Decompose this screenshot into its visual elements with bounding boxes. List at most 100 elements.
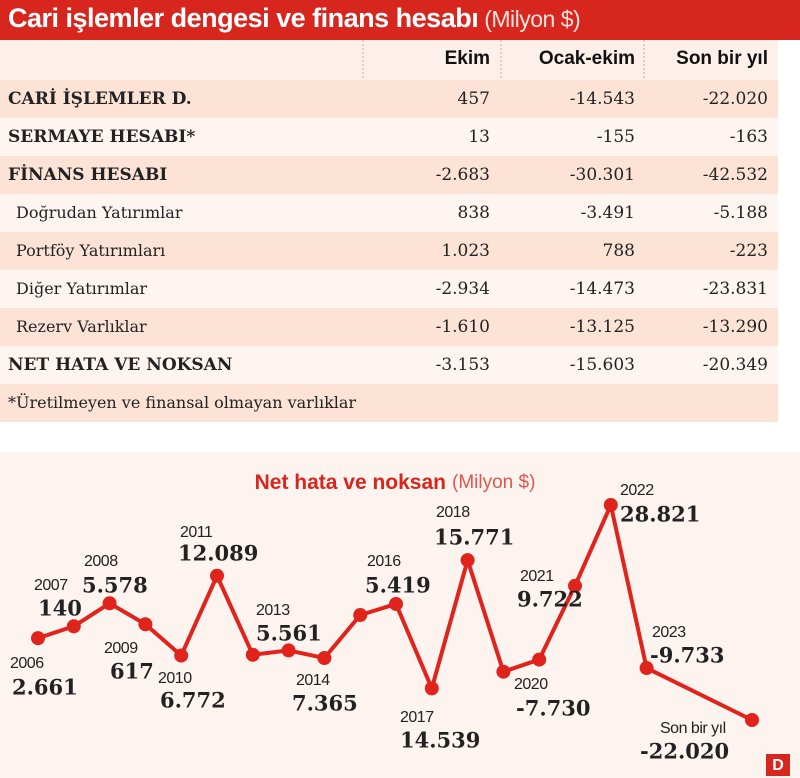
cell-value: -23.831 xyxy=(702,279,768,299)
year-label: 2013 xyxy=(256,602,290,619)
cell-value: 457 xyxy=(457,89,490,109)
cell-value: -155 xyxy=(596,127,635,147)
cell-value: -42.532 xyxy=(702,165,768,185)
row-label: Diğer Yatırımlar xyxy=(16,279,148,298)
table-row: CARİ İŞLEMLER D. 457 -14.543 -22.020 xyxy=(0,80,778,118)
year-label: Son bir yıl xyxy=(660,720,726,737)
footnote: *Üretilmeyen ve finansal olmayan varlıkl… xyxy=(8,393,357,412)
year-label: 2011 xyxy=(180,524,213,541)
value-label: 5.578 xyxy=(82,573,148,598)
column-header: Ocak-ekim xyxy=(538,48,635,69)
table-row: Portföy Yatırımları 1.023 788 -223 xyxy=(0,232,778,270)
data-point xyxy=(210,568,224,583)
value-label: 6.772 xyxy=(160,688,226,713)
data-point xyxy=(66,619,81,634)
cell-value: 838 xyxy=(457,203,490,223)
cell-value: -20.349 xyxy=(702,355,768,375)
chart: Net hata ve noksan (Milyon $) D 2006 2.661… xyxy=(0,452,800,778)
cell-value: -2.683 xyxy=(435,165,490,185)
chart-title: Net hata ve noksan (Milyon $) xyxy=(255,471,536,494)
data-point xyxy=(603,498,618,512)
table-row: FİNANS HESABI -2.683 -30.301 -42.532 xyxy=(0,156,778,194)
column-header: Ekim xyxy=(444,48,490,69)
data-point xyxy=(424,681,439,696)
data-point xyxy=(532,652,547,667)
table-row: Rezerv Varlıklar -1.610 -13.125 -13.290 xyxy=(0,308,778,346)
data-point xyxy=(281,643,296,658)
data-point xyxy=(245,647,260,662)
year-label: 2023 xyxy=(652,624,686,641)
year-label: 2016 xyxy=(367,553,401,570)
cell-value: 1.023 xyxy=(441,241,490,261)
table: Ekim Ocak-ekim Son bir yıl CARİ İŞLEMLER D.… xyxy=(0,40,778,422)
row-label: FİNANS HESABI xyxy=(8,165,168,185)
cell-value: -15.603 xyxy=(569,355,635,375)
value-label: 12.089 xyxy=(178,541,258,566)
data-point xyxy=(174,648,189,663)
data-point xyxy=(496,664,511,679)
value-label: -9.733 xyxy=(650,643,724,668)
data-point xyxy=(31,631,45,646)
footnote-row: *Üretilmeyen ve finansal olmayan varlıkl… xyxy=(0,384,778,422)
title-unit: (Milyon $) xyxy=(484,6,581,32)
cell-value: -13.125 xyxy=(569,317,635,337)
value-label: 14.539 xyxy=(400,728,480,753)
year-label: 2018 xyxy=(436,504,470,521)
logo-box xyxy=(766,754,790,776)
year-label: 2017 xyxy=(400,709,434,726)
data-point xyxy=(568,578,582,593)
data-point xyxy=(138,617,153,632)
value-label: 15.771 xyxy=(434,525,514,550)
cell-value: -3.153 xyxy=(435,355,490,375)
row-label: CARİ İŞLEMLER D. xyxy=(8,89,192,109)
value-label: 9.722 xyxy=(517,587,583,612)
year-label: 2022 xyxy=(620,482,654,499)
cell-value: -1.610 xyxy=(435,317,490,337)
cell-value: -14.543 xyxy=(569,89,635,109)
value-label: 5.561 xyxy=(256,621,322,646)
data-point xyxy=(353,608,368,623)
header-row: Ekim Ocak-ekim Son bir yıl xyxy=(0,40,778,78)
value-label: 2.661 xyxy=(12,675,78,700)
row-label: SERMAYE HESABI* xyxy=(8,127,196,147)
value-label: 5.419 xyxy=(365,573,431,598)
chart-title-text: Net hata ve noksan xyxy=(255,471,446,494)
chart-unit: (Milyon $) xyxy=(452,472,535,493)
cell-value: -30.301 xyxy=(569,165,635,185)
value-label: 140 xyxy=(38,596,82,621)
value-label: -22.020 xyxy=(640,739,729,764)
cell-value: 788 xyxy=(602,241,635,261)
table-row: Diğer Yatırımlar -2.934 -14.473 -23.831 xyxy=(0,270,778,308)
cell-value: -163 xyxy=(729,127,768,147)
data-point xyxy=(389,596,403,611)
value-label: 7.365 xyxy=(292,691,358,716)
value-label: 617 xyxy=(110,659,154,684)
cell-value: -13.290 xyxy=(702,317,768,337)
year-label: 2010 xyxy=(158,670,192,687)
year-label: 2008 xyxy=(84,553,118,570)
year-label: 2006 xyxy=(10,655,44,672)
row-label: Portföy Yatırımları xyxy=(16,241,166,260)
cell-value: -22.020 xyxy=(702,89,768,109)
row-label: Rezerv Varlıklar xyxy=(16,317,147,336)
data-point xyxy=(745,713,759,727)
cell-value: -3.491 xyxy=(580,203,635,223)
year-label: 2020 xyxy=(514,676,548,693)
year-label: 2021 xyxy=(520,568,554,585)
title-bar: Cari işlemler dengesi ve finans hesabı (M… xyxy=(0,0,800,40)
cell-value: -5.188 xyxy=(713,203,768,223)
row-label: NET HATA VE NOKSAN xyxy=(8,355,233,375)
table-row: SERMAYE HESABI* 13 -155 -163 xyxy=(0,118,778,156)
logo: D xyxy=(772,757,784,774)
year-label: 2014 xyxy=(296,672,330,689)
data-point xyxy=(102,596,117,611)
table-title: Cari işlemler dengesi ve finans hesabı (M… xyxy=(8,3,581,34)
data-point xyxy=(639,661,654,676)
data-point xyxy=(317,651,332,666)
cell-value: -223 xyxy=(729,241,768,261)
cell-value: -2.934 xyxy=(435,279,490,299)
value-label: 28.821 xyxy=(620,502,700,527)
year-label: 2009 xyxy=(104,640,138,657)
cell-value: -14.473 xyxy=(569,279,635,299)
